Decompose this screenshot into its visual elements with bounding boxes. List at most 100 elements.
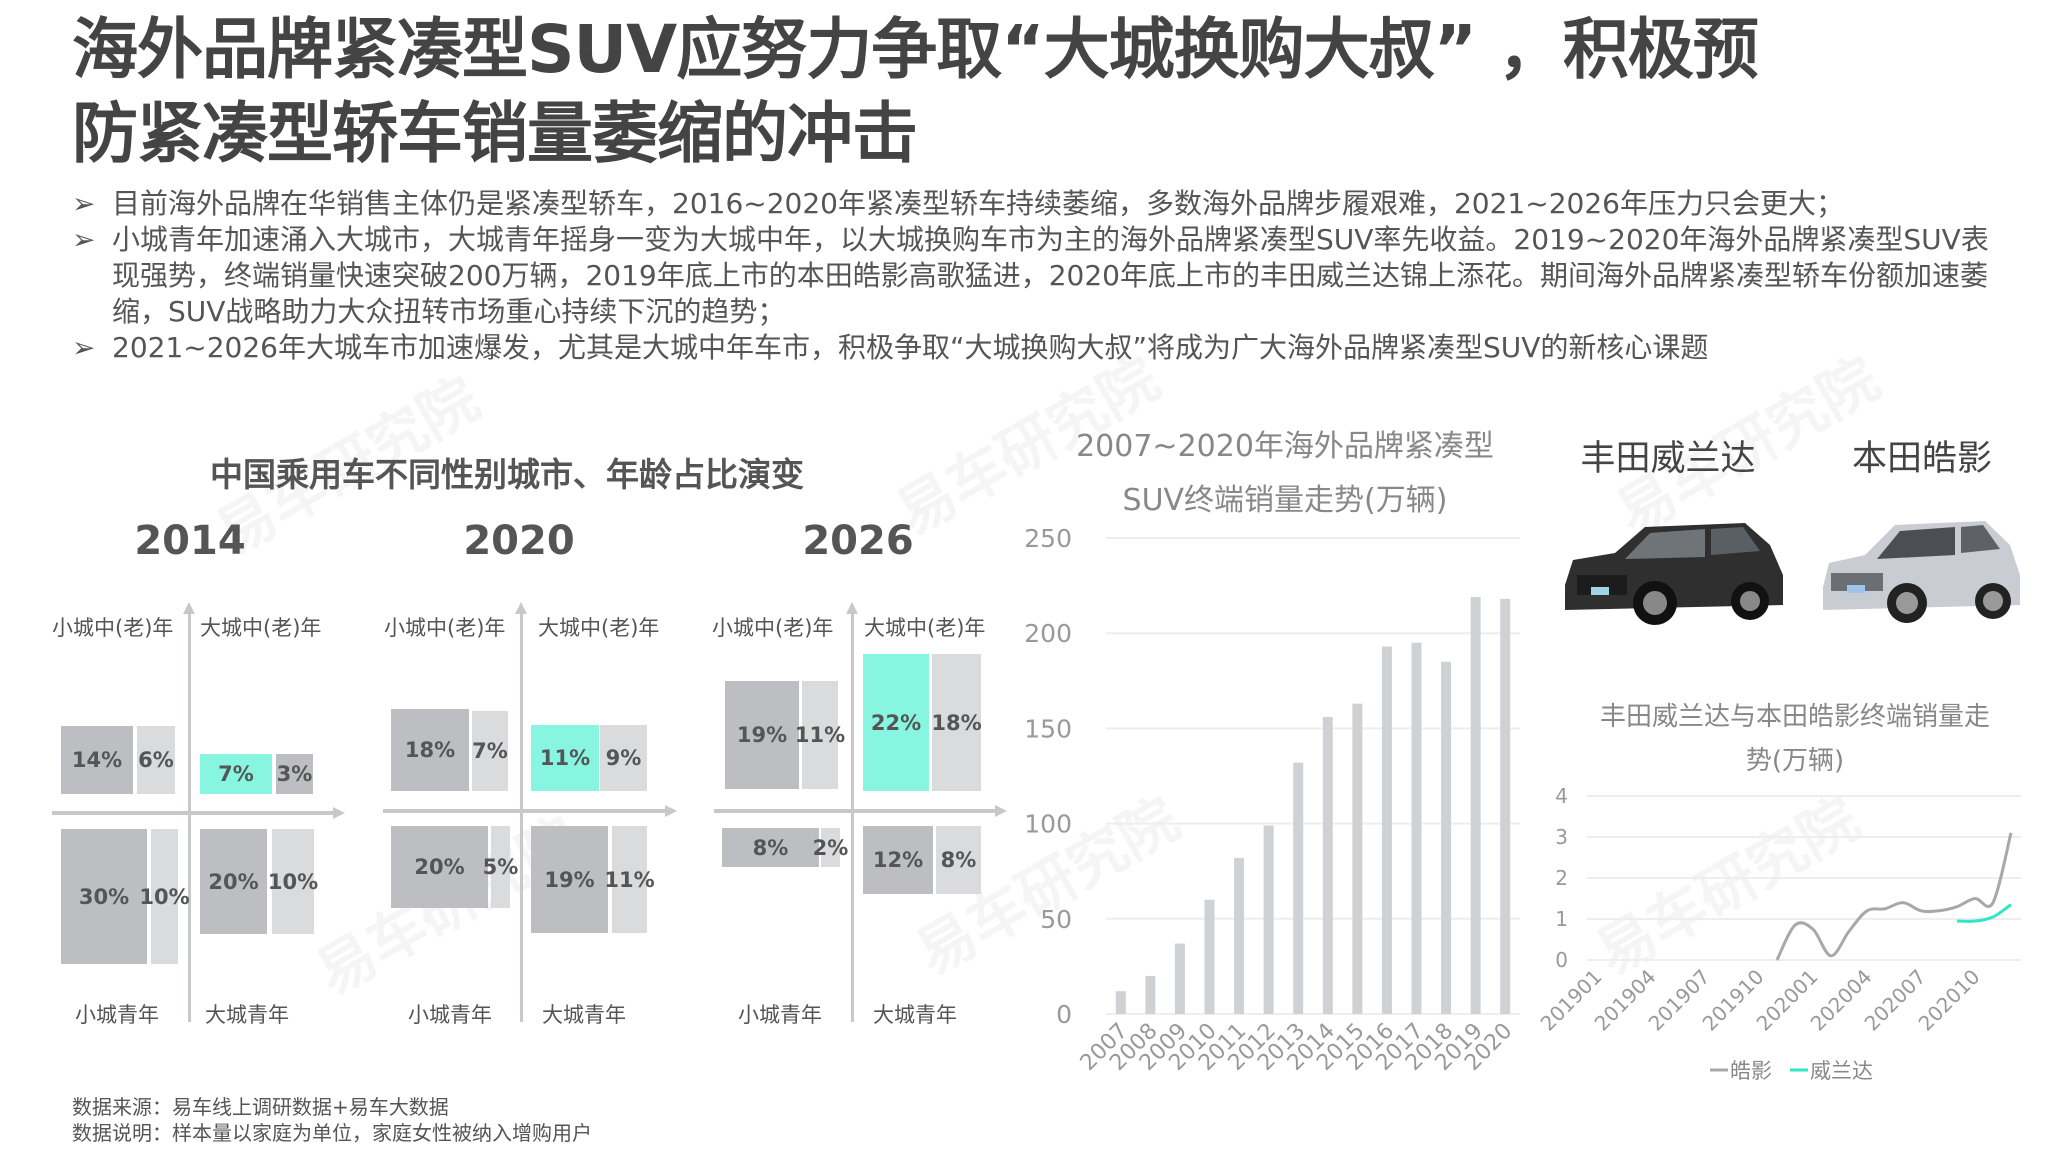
quadrant-label-bottom-left: 小城青年	[408, 1003, 492, 1027]
bullet-text: 小城青年加速涌入大城市，大城青年摇身一变为大城中年，以大城换购车市为主的海外品牌…	[112, 223, 1989, 328]
bullet-text: 2021~2026年大城车市加速爆发，尤其是大城中年车市，积极争取“大城换购大叔…	[112, 331, 1709, 364]
bar-chart: 0501001502002502007200820092010201120122…	[1024, 524, 1520, 1076]
share-box-top-left: 7%	[472, 711, 508, 791]
bar-chart-title: 2007~2020年海外品牌紧凑型SUV终端销量走势(万辆)	[1076, 429, 1494, 518]
car-title-breeze: 本田皓影	[1851, 439, 1993, 479]
y-tick-label: 3	[1555, 825, 1568, 849]
y-tick-label: 200	[1024, 619, 1072, 648]
legend-label: 威兰达	[1810, 1059, 1873, 1083]
bar-2017	[1411, 642, 1422, 1014]
share-box-top-left: 6%	[137, 726, 175, 794]
horizontal-axis	[383, 809, 665, 813]
arrow-right-icon	[995, 805, 1007, 817]
horizontal-axis	[52, 811, 333, 815]
arrow-right-icon	[665, 805, 677, 817]
series-line-威兰达	[1956, 903, 2012, 923]
year-label: 2026	[802, 518, 914, 564]
quadrant-chart-title: 中国乘用车不同性别城市、年龄占比演变	[210, 455, 804, 494]
series-line-皓影	[1775, 832, 2013, 961]
share-box-bottom-left: 10%	[139, 829, 190, 964]
y-tick-label: 100	[1024, 810, 1072, 839]
bar-2013	[1293, 762, 1304, 1014]
share-box-top-right: 9%	[600, 725, 647, 791]
bar-2011	[1234, 857, 1245, 1014]
y-tick-label: 2	[1555, 866, 1568, 890]
share-box-bottom-left: 8%	[722, 828, 819, 867]
arrowhead-right-icon: ➢	[72, 331, 96, 364]
arrow-up-icon	[183, 602, 195, 614]
share-box-top-right: 22%	[863, 654, 929, 791]
arrowhead-right-icon: ➢	[72, 187, 96, 220]
share-box-bottom-left: 20%	[391, 826, 488, 908]
bar-2009	[1174, 943, 1185, 1014]
line-chart: 0123420190120190420190720191020200120200…	[1540, 784, 2021, 1083]
share-box-bottom-right: 11%	[604, 826, 655, 933]
arrow-up-icon	[846, 602, 858, 614]
share-box-top-left: 19%	[725, 681, 799, 789]
legend-label: 皓影	[1730, 1059, 1772, 1083]
bullet-item: ➢ 目前海外品牌在华销售主体仍是紧凑型轿车，2016~2020年紧凑型轿车持续萎缩…	[72, 186, 2012, 222]
title-line-1: 海外品牌紧凑型SUV应努力争取“大城换购大叔” ，积极预	[72, 11, 1759, 88]
line-chart-title: 丰田威兰达与本田皓影终端销量走 势(万辆)	[1560, 695, 2030, 783]
share-box-top-right: 11%	[531, 725, 599, 791]
year-label: 2014	[134, 518, 246, 564]
arrow-right-icon	[333, 807, 345, 819]
title-line-2: 防紧凑型轿车销量萎缩的冲击	[72, 95, 918, 172]
y-tick-label: 1	[1555, 907, 1568, 931]
share-box-bottom-right: 20%	[200, 829, 267, 934]
quadrant-label-top-right: 大城中(老)年	[864, 616, 986, 640]
quadrant-label-top-left: 小城中(老)年	[52, 616, 174, 640]
data-note: 数据说明：样本量以家庭为单位，家庭女性被纳入增购用户	[72, 1121, 592, 1145]
share-box-top-left: 14%	[61, 726, 133, 794]
bar-2015	[1352, 703, 1363, 1014]
quadrant-label-bottom-right: 大城青年	[873, 1003, 957, 1027]
share-box-top-right: 7%	[200, 754, 272, 794]
bar-2020	[1500, 598, 1511, 1014]
y-tick-label: 0	[1056, 1000, 1072, 1029]
bar-2007	[1115, 991, 1126, 1014]
y-tick-label: 4	[1555, 784, 1568, 808]
quadrant-label-bottom-left: 小城青年	[75, 1003, 159, 1027]
arrow-up-icon	[515, 602, 527, 614]
bullet-text: 目前海外品牌在华销售主体仍是紧凑型轿车，2016~2020年紧凑型轿车持续萎缩，…	[112, 187, 1844, 220]
share-box-bottom-right: 12%	[863, 826, 933, 894]
vertical-axis	[520, 612, 523, 1022]
year-label: 2020	[463, 518, 575, 564]
share-box-top-left: 11%	[795, 681, 845, 789]
arrowhead-right-icon: ➢	[72, 223, 96, 256]
quadrant-label-bottom-left: 小城青年	[738, 1003, 822, 1027]
bar-2014	[1322, 716, 1333, 1014]
toyota-wildlander-image	[1565, 523, 1783, 625]
share-box-top-left: 18%	[391, 709, 469, 791]
y-tick-label: 150	[1024, 714, 1072, 743]
vertical-axis	[188, 612, 191, 1022]
share-box-bottom-left: 2%	[813, 828, 848, 867]
share-box-bottom-right: 19%	[531, 826, 608, 933]
share-box-bottom-right: 10%	[268, 829, 318, 934]
quadrant-label-bottom-right: 大城青年	[542, 1003, 626, 1027]
line-chart-title-line: 势(万辆)	[1745, 746, 1845, 776]
honda-breeze-image	[1823, 521, 2020, 623]
share-box-bottom-left: 30%	[61, 829, 147, 964]
x-tick-label: 202010	[1914, 965, 1985, 1036]
bullet-item: ➢ 小城青年加速涌入大城市，大城青年摇身一变为大城中年，以大城换购车市为主的海外品…	[72, 222, 2012, 330]
share-box-top-right: 18%	[931, 654, 982, 791]
y-tick-label: 50	[1040, 905, 1072, 934]
share-box-bottom-right: 8%	[936, 826, 981, 894]
bar-2012	[1263, 825, 1274, 1014]
quadrant-label-bottom-right: 大城青年	[205, 1003, 289, 1027]
footer: 数据来源：易车线上调研数据+易车大数据 数据说明：样本量以家庭为单位，家庭女性被…	[72, 1094, 592, 1146]
page-title: 海外品牌紧凑型SUV应努力争取“大城换购大叔” ，积极预 防紧凑型轿车销量萎缩的…	[72, 8, 2032, 176]
bar-2019	[1470, 597, 1481, 1014]
share-box-bottom-left: 5%	[483, 826, 518, 908]
quadrant-label-top-right: 大城中(老)年	[200, 616, 322, 640]
bullet-list: ➢ 目前海外品牌在华销售主体仍是紧凑型轿车，2016~2020年紧凑型轿车持续萎缩…	[72, 186, 2012, 366]
vertical-axis	[851, 612, 854, 1022]
quadrant-label-top-right: 大城中(老)年	[538, 616, 660, 640]
share-box-top-right: 3%	[276, 754, 313, 794]
car-title-wildlander: 丰田威兰达	[1580, 439, 1756, 479]
y-tick-label: 0	[1555, 948, 1568, 972]
quadrant-label-top-left: 小城中(老)年	[712, 616, 834, 640]
bar-2008	[1145, 975, 1156, 1014]
bar-2010	[1204, 899, 1215, 1014]
